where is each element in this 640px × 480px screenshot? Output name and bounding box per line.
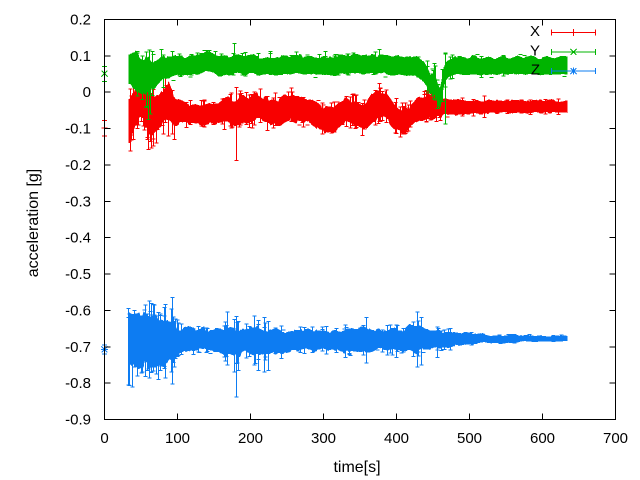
svg-text:0.1: 0.1 [70,48,91,65]
svg-text:100: 100 [165,430,190,447]
svg-text:0: 0 [83,84,91,101]
svg-text:0.2: 0.2 [70,12,91,29]
svg-text:-0.8: -0.8 [65,375,91,392]
svg-text:300: 300 [311,430,336,447]
svg-text:X: X [530,23,540,40]
svg-text:-0.5: -0.5 [65,266,91,283]
svg-text:0: 0 [100,430,108,447]
svg-text:-0.7: -0.7 [65,339,91,356]
svg-text:-0.1: -0.1 [65,121,91,138]
svg-text:Z: Z [531,62,540,79]
svg-text:500: 500 [457,430,482,447]
svg-text:-0.2: -0.2 [65,157,91,174]
svg-text:700: 700 [603,430,628,447]
svg-text:-0.3: -0.3 [65,193,91,210]
svg-text:Y: Y [530,42,540,59]
svg-text:200: 200 [238,430,263,447]
svg-text:-0.9: -0.9 [65,412,91,429]
svg-text:400: 400 [384,430,409,447]
svg-text:time[s]: time[s] [333,459,380,476]
svg-text:600: 600 [530,430,555,447]
svg-text:-0.4: -0.4 [65,230,91,247]
svg-text:acceleration [g]: acceleration [g] [25,169,42,278]
svg-text:-0.6: -0.6 [65,302,91,319]
